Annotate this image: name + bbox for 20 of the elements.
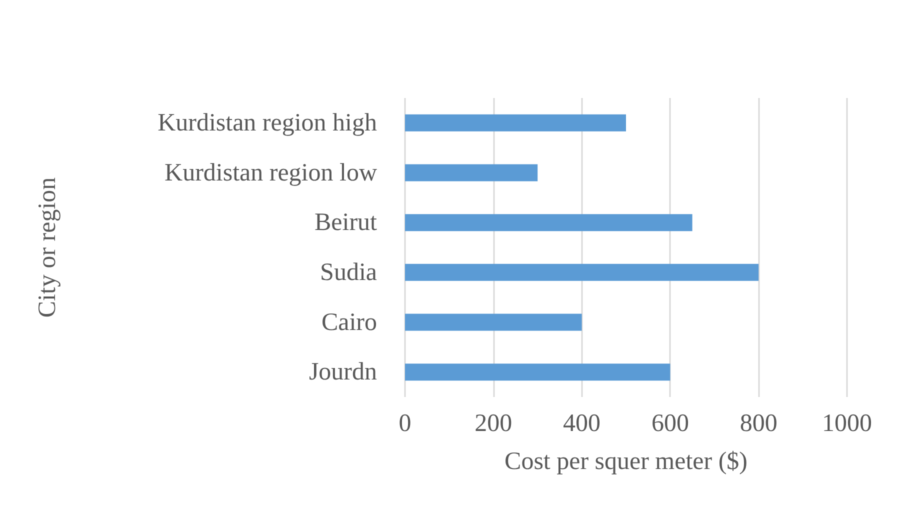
x-tick-label: 200 [474,410,512,437]
x-tick-label: 800 [740,410,778,437]
bar [405,364,670,381]
bar [405,214,692,232]
bar [405,114,626,132]
x-tick-label: 400 [563,410,601,437]
bar [405,314,582,331]
bar [405,264,759,281]
y-tick-label: Beirut [314,209,378,236]
y-tick-label: Jourdn [308,358,378,386]
y-tick-label: Kurdistan region low [164,159,377,186]
bar [405,164,538,182]
x-tick-label: 0 [398,410,412,437]
x-axis-title: Cost per squer meter ($) [504,448,748,475]
x-tick-label: 600 [651,410,689,437]
y-tick-label: Cairo [321,308,377,336]
y-tick-label: Kurdistan region high [158,109,378,136]
y-tick-label: Sudia [320,258,377,286]
y-axis-title: City or region [34,176,61,318]
x-tick-label: 1000 [822,410,872,437]
